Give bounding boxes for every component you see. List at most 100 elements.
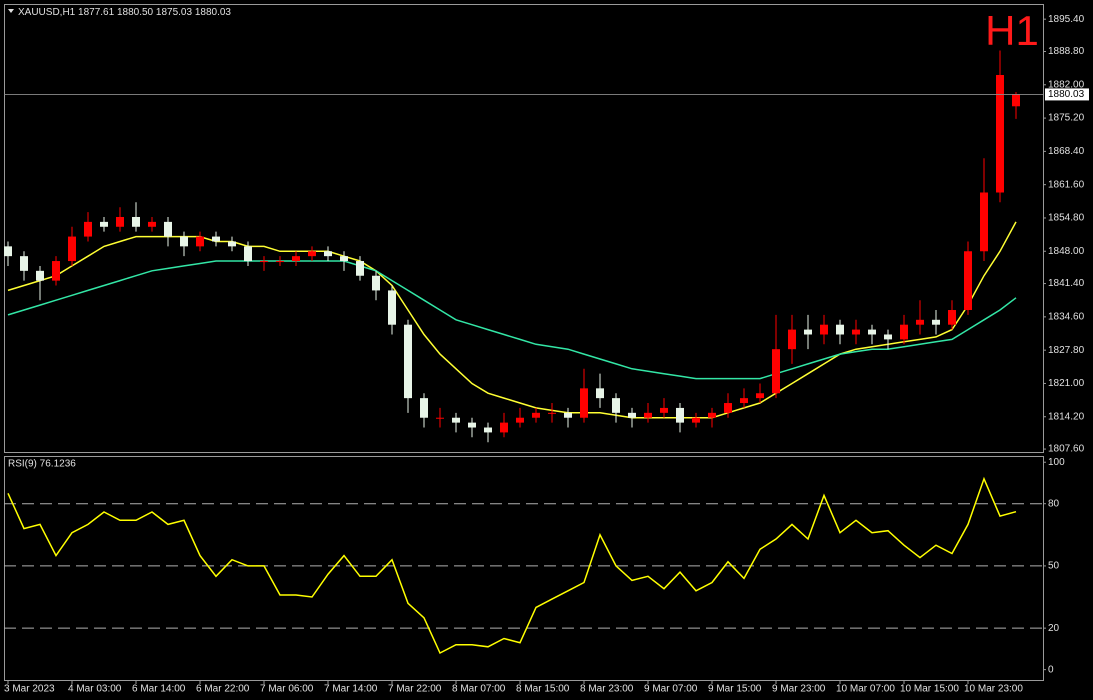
candle-body — [468, 422, 476, 428]
rsi-panel — [4, 456, 1044, 681]
candle-body — [228, 241, 236, 247]
candle-body — [420, 398, 428, 418]
candle-body — [452, 417, 460, 423]
y-tick-label: 1882.00 — [1048, 79, 1085, 90]
candle-body — [196, 236, 204, 247]
y-tick-label: 1895.40 — [1048, 14, 1085, 25]
y-tick-label: 1834.60 — [1048, 312, 1085, 323]
y-tick-label: 1841.40 — [1048, 278, 1085, 289]
candle-body — [740, 398, 748, 404]
y-tick-label: 1888.80 — [1048, 46, 1085, 57]
chart-header: XAUUSD,H1 1877.61 1880.50 1875.03 1880.0… — [18, 7, 231, 18]
candle-body — [292, 256, 300, 262]
candle-body — [708, 412, 716, 418]
y-tick-label: 20 — [1048, 623, 1060, 634]
candle-body — [660, 407, 668, 413]
rsi-line — [7, 476, 1017, 655]
y-tick-label: 100 — [1048, 457, 1065, 468]
candle-body — [84, 221, 92, 237]
candle-body — [180, 236, 188, 247]
candle-body — [212, 236, 220, 242]
y-tick-label: 0 — [1048, 664, 1054, 675]
x-tick-label: 3 Mar 2023 — [4, 684, 55, 695]
x-tick-label: 7 Mar 22:00 — [388, 684, 442, 695]
candle-body — [260, 261, 268, 263]
candle-body — [164, 221, 172, 237]
menu-triangle[interactable] — [8, 9, 14, 13]
candle-body — [484, 427, 492, 433]
candle-body — [388, 290, 396, 325]
y-tick-label: 80 — [1048, 498, 1060, 509]
candle-body — [868, 329, 876, 335]
candle-body — [436, 417, 444, 419]
candle-body — [900, 324, 908, 340]
y-tick-label: 1821.00 — [1048, 378, 1085, 389]
candle-body — [532, 412, 540, 418]
current-price-label: 1880.03 — [1048, 89, 1085, 100]
x-tick-label: 10 Mar 23:00 — [964, 684, 1023, 695]
candle-body — [308, 251, 316, 257]
x-tick-label: 7 Mar 14:00 — [324, 684, 378, 695]
candle-body — [148, 221, 156, 227]
y-tick-label: 1848.00 — [1048, 246, 1085, 257]
y-tick-label: 1814.20 — [1048, 411, 1085, 422]
y-tick-label: 1861.60 — [1048, 179, 1085, 190]
timeframe-label: H1 — [985, 7, 1039, 54]
y-tick-label: 1868.40 — [1048, 146, 1085, 157]
moving-average — [7, 260, 1017, 380]
y-tick-label: 1854.80 — [1048, 213, 1085, 224]
x-tick-label: 10 Mar 07:00 — [836, 684, 895, 695]
y-tick-label: 1875.20 — [1048, 113, 1085, 124]
x-tick-label: 8 Mar 23:00 — [580, 684, 634, 695]
candle-body — [980, 192, 988, 252]
candle-body — [116, 216, 124, 227]
candle-body — [596, 388, 604, 399]
candle-body — [20, 256, 28, 271]
x-tick-label: 8 Mar 07:00 — [452, 684, 506, 695]
candle-body — [932, 319, 940, 325]
candle-body — [804, 329, 812, 335]
candle-body — [276, 261, 284, 263]
x-tick-label: 9 Mar 23:00 — [772, 684, 826, 695]
candle-body — [356, 261, 364, 276]
candle-body — [852, 329, 860, 335]
price-panel — [4, 4, 1044, 453]
candle-body — [52, 261, 60, 281]
candle-body — [68, 236, 76, 262]
close-value: 1880.03 — [195, 7, 232, 18]
rsi-title: RSI(9) 76.1236 — [8, 459, 76, 470]
symbol: XAUUSD,H1 — [18, 7, 76, 18]
x-tick-label: 10 Mar 15:00 — [900, 684, 959, 695]
x-tick-label: 8 Mar 15:00 — [516, 684, 570, 695]
candle-body — [884, 334, 892, 340]
candle-body — [756, 393, 764, 399]
candle-body — [644, 412, 652, 418]
candle-body — [36, 270, 44, 281]
current-price-box — [1045, 88, 1089, 101]
candle-body — [1012, 94, 1020, 107]
candle-body — [580, 388, 588, 418]
candle-body — [340, 256, 348, 262]
high-value: 1880.50 — [117, 7, 154, 18]
candle-body — [628, 412, 636, 418]
candle-body — [836, 324, 844, 335]
candle-body — [548, 412, 556, 414]
x-tick-label: 6 Mar 22:00 — [196, 684, 250, 695]
candle-body — [324, 251, 332, 257]
candle-body — [516, 417, 524, 423]
x-tick-label: 9 Mar 07:00 — [644, 684, 698, 695]
y-tick-label: 1807.60 — [1048, 444, 1085, 455]
candle-body — [724, 403, 732, 413]
low-value: 1875.03 — [156, 7, 193, 18]
y-tick-label: 50 — [1048, 561, 1060, 572]
candle-body — [820, 324, 828, 335]
candle-body — [996, 74, 1004, 193]
candle-body — [772, 349, 780, 394]
candle-body — [372, 275, 380, 291]
moving-average — [7, 221, 1017, 419]
candle-body — [916, 319, 924, 325]
candle-body — [404, 324, 412, 399]
x-tick-label: 9 Mar 15:00 — [708, 684, 762, 695]
